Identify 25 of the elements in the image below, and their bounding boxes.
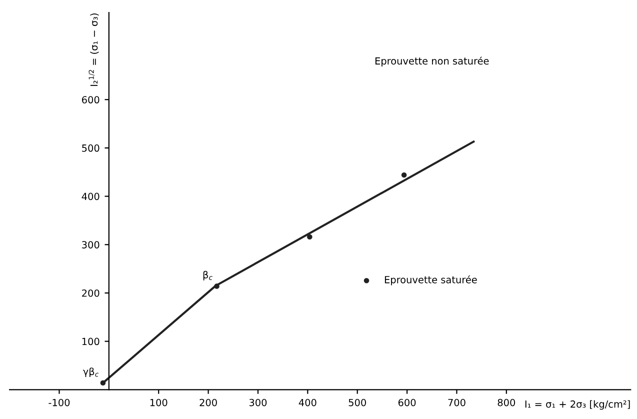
y-tick-label: 100 [82, 338, 100, 346]
x-tick-label: 500 [348, 398, 366, 406]
x-tick-label: 300 [249, 398, 267, 406]
annotation: γβ$_{c}$ [83, 368, 99, 378]
x-tick-label: 800 [498, 398, 516, 406]
x-tick-label: 700 [448, 398, 466, 406]
x-tick-label: -100 [48, 398, 70, 406]
y-axis-title: I₂$^{1/2}$ = (σ₁ − σ₃) [88, 13, 99, 86]
y-tick-label: 600 [82, 96, 100, 104]
point [401, 172, 407, 178]
y-tick-label: 400 [82, 192, 100, 200]
x-tick-label: 100 [150, 398, 168, 406]
point [100, 380, 106, 386]
annotation: Eprouvette non saturée [375, 56, 489, 66]
annotation: β$_{c}$ [203, 270, 212, 280]
legend-label: Eprouvette saturée [384, 275, 477, 286]
x-tick-label: 400 [298, 398, 316, 406]
point [214, 284, 220, 289]
y-tick-label: 500 [82, 144, 100, 152]
x-tick-label: 200 [200, 398, 217, 406]
y-tick-label: 300 [82, 241, 100, 248]
x-axis-title: I₁ = σ₁ + 2σ₃ [kg/cm²] [525, 400, 630, 410]
y-tick-label: 200 [82, 289, 100, 297]
x-tick-label: 600 [398, 398, 416, 406]
point [307, 234, 312, 240]
